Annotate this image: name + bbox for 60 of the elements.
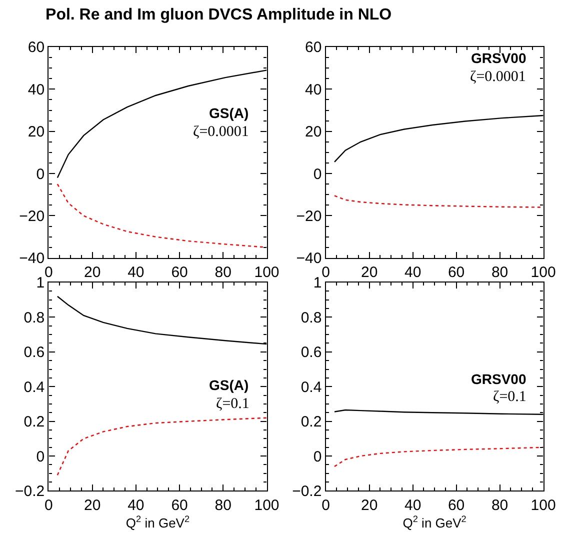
- y-tick-label: 0.4: [300, 378, 322, 396]
- annotation: GRSV00: [471, 371, 526, 387]
- x-axis-title: Q$^{2}$ in GeV$^{2}$: [402, 514, 466, 530]
- annotation: ζ=0.1: [216, 396, 250, 412]
- y-tick-label: 1: [313, 274, 322, 292]
- annotation: GRSV00: [471, 50, 526, 66]
- y-tick-label: 40: [28, 81, 45, 98]
- y-tick-label: 60: [305, 39, 322, 56]
- y-tick-label: 0.4: [24, 378, 45, 396]
- annotation: GS(A): [209, 377, 249, 393]
- x-tick-label: 20: [84, 264, 101, 282]
- line-series: [56, 183, 267, 248]
- x-tick-label: 20: [360, 264, 378, 282]
- line-series: [56, 417, 267, 476]
- x-tick-label: 60: [171, 496, 188, 514]
- y-tick-label: 0.6: [300, 344, 322, 362]
- y-tick-label: 20: [28, 124, 45, 141]
- x-tick-label: 40: [128, 496, 144, 514]
- annotation: ζ=0.1: [493, 389, 526, 405]
- x-tick-label: 60: [448, 496, 465, 514]
- x-tick-label: 80: [491, 496, 508, 514]
- y-tick-label: 0: [36, 448, 45, 466]
- x-tick-label: 60: [448, 264, 465, 282]
- line-series: [334, 195, 544, 208]
- chart-title: Pol. Re and Im gluon DVCS Amplitude in NLO: [46, 6, 392, 24]
- y-tick-label: 1: [36, 274, 45, 292]
- y-tick-label: 0.6: [24, 344, 45, 362]
- x-tick-label: 100: [530, 496, 556, 514]
- y-tick-label: −20: [19, 208, 45, 225]
- annotation: ζ=0.0001: [470, 69, 526, 85]
- y-tick-label: −0.2: [292, 482, 322, 500]
- y-tick-label: 0.8: [24, 309, 45, 326]
- x-tick-label: 80: [214, 496, 232, 514]
- y-tick-label: 40: [305, 81, 322, 98]
- y-tick-label: −0.2: [14, 482, 45, 500]
- y-tick-label: 20: [305, 124, 322, 141]
- x-axis-title: Q$^{2}$ in GeV$^{2}$: [126, 514, 190, 530]
- x-tick-label: 80: [491, 264, 508, 282]
- y-tick-label: −20: [296, 208, 322, 225]
- x-tick-label: 100: [530, 264, 556, 282]
- annotation: GS(A): [209, 105, 249, 121]
- y-tick-label: 0.2: [24, 414, 45, 431]
- x-tick-label: 40: [404, 496, 422, 514]
- annotation: ζ=0.0001: [193, 124, 249, 140]
- x-tick-label: 60: [171, 264, 188, 282]
- x-tick-label: 100: [254, 496, 280, 514]
- y-tick-label: 60: [28, 39, 45, 56]
- y-tick-label: 0.8: [300, 309, 322, 326]
- x-tick-label: 20: [360, 496, 378, 514]
- y-tick-label: −40: [19, 250, 45, 268]
- x-tick-label: 40: [404, 264, 422, 282]
- y-tick-label: 0: [313, 448, 322, 466]
- y-tick-label: 0: [36, 166, 45, 183]
- y-tick-label: 0: [313, 166, 322, 183]
- x-tick-label: 80: [214, 264, 232, 282]
- x-tick-label: 20: [84, 496, 101, 514]
- x-tick-label: 100: [254, 264, 280, 282]
- y-tick-label: 0.2: [300, 414, 322, 431]
- x-tick-label: 40: [128, 264, 144, 282]
- y-tick-label: −40: [296, 250, 322, 268]
